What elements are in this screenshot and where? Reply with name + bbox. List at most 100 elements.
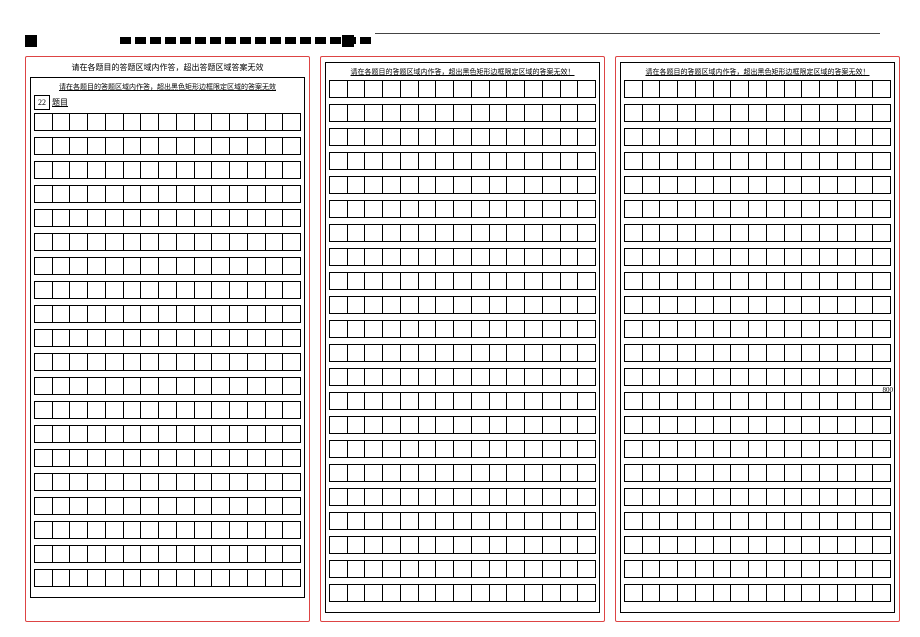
grid-cell[interactable] bbox=[141, 258, 159, 274]
grid-cell[interactable] bbox=[525, 153, 543, 169]
grid-cell[interactable] bbox=[767, 153, 785, 169]
grid-cell[interactable] bbox=[838, 201, 856, 217]
grid-cell[interactable] bbox=[266, 114, 284, 130]
grid-cell[interactable] bbox=[543, 537, 561, 553]
grid-cell[interactable] bbox=[330, 105, 348, 121]
grid-cell[interactable] bbox=[436, 465, 454, 481]
grid-cell[interactable] bbox=[714, 321, 732, 337]
grid-cell[interactable] bbox=[383, 297, 401, 313]
grid-cell[interactable] bbox=[141, 114, 159, 130]
grid-cell[interactable] bbox=[785, 177, 803, 193]
grid-cell[interactable] bbox=[283, 162, 300, 178]
grid-cell[interactable] bbox=[490, 177, 508, 193]
grid-cell[interactable] bbox=[88, 378, 106, 394]
grid-cell[interactable] bbox=[625, 201, 643, 217]
grid-cell[interactable] bbox=[625, 441, 643, 457]
grid-cell[interactable] bbox=[106, 186, 124, 202]
grid-cell[interactable] bbox=[159, 522, 177, 538]
grid-cell[interactable] bbox=[802, 273, 820, 289]
grid-cell[interactable] bbox=[330, 537, 348, 553]
grid-cell[interactable] bbox=[401, 321, 419, 337]
grid-cell[interactable] bbox=[53, 258, 71, 274]
grid-cell[interactable] bbox=[248, 138, 266, 154]
grid-cell[interactable] bbox=[643, 177, 661, 193]
grid-cell[interactable] bbox=[660, 105, 678, 121]
grid-cell[interactable] bbox=[266, 162, 284, 178]
grid-cell[interactable] bbox=[124, 186, 142, 202]
grid-cell[interactable] bbox=[643, 201, 661, 217]
grid-cell[interactable] bbox=[873, 585, 890, 601]
grid-cell[interactable] bbox=[678, 177, 696, 193]
grid-cell[interactable] bbox=[124, 210, 142, 226]
grid-cell[interactable] bbox=[625, 81, 643, 97]
grid-cell[interactable] bbox=[35, 354, 53, 370]
grid-cell[interactable] bbox=[266, 234, 284, 250]
grid-cell[interactable] bbox=[266, 378, 284, 394]
grid-cell[interactable] bbox=[401, 345, 419, 361]
grid-cell[interactable] bbox=[507, 465, 525, 481]
grid-cell[interactable] bbox=[578, 129, 595, 145]
grid-cell[interactable] bbox=[212, 162, 230, 178]
grid-cell[interactable] bbox=[248, 402, 266, 418]
grid-cell[interactable] bbox=[106, 162, 124, 178]
grid-cell[interactable] bbox=[106, 498, 124, 514]
grid-cell[interactable] bbox=[383, 321, 401, 337]
grid-cell[interactable] bbox=[53, 282, 71, 298]
grid-cell[interactable] bbox=[177, 522, 195, 538]
grid-cell[interactable] bbox=[159, 402, 177, 418]
grid-cell[interactable] bbox=[454, 153, 472, 169]
grid-cell[interactable] bbox=[159, 474, 177, 490]
grid-cell[interactable] bbox=[472, 345, 490, 361]
grid-cell[interactable] bbox=[419, 225, 437, 241]
grid-cell[interactable] bbox=[767, 489, 785, 505]
grid-cell[interactable] bbox=[248, 282, 266, 298]
grid-cell[interactable] bbox=[383, 129, 401, 145]
grid-cell[interactable] bbox=[731, 561, 749, 577]
grid-cell[interactable] bbox=[401, 537, 419, 553]
grid-cell[interactable] bbox=[767, 177, 785, 193]
grid-cell[interactable] bbox=[266, 258, 284, 274]
grid-cell[interactable] bbox=[212, 138, 230, 154]
grid-cell[interactable] bbox=[873, 465, 890, 481]
grid-cell[interactable] bbox=[802, 561, 820, 577]
grid-cell[interactable] bbox=[195, 426, 213, 442]
grid-cell[interactable] bbox=[472, 513, 490, 529]
grid-cell[interactable] bbox=[714, 105, 732, 121]
grid-cell[interactable] bbox=[543, 585, 561, 601]
grid-cell[interactable] bbox=[248, 114, 266, 130]
grid-cell[interactable] bbox=[820, 249, 838, 265]
grid-cell[interactable] bbox=[365, 369, 383, 385]
grid-cell[interactable] bbox=[348, 345, 366, 361]
grid-cell[interactable] bbox=[696, 273, 714, 289]
grid-cell[interactable] bbox=[678, 345, 696, 361]
grid-cell[interactable] bbox=[731, 201, 749, 217]
grid-cell[interactable] bbox=[660, 537, 678, 553]
grid-cell[interactable] bbox=[785, 561, 803, 577]
grid-cell[interactable] bbox=[507, 585, 525, 601]
grid-cell[interactable] bbox=[383, 225, 401, 241]
grid-cell[interactable] bbox=[383, 417, 401, 433]
grid-cell[interactable] bbox=[820, 441, 838, 457]
grid-cell[interactable] bbox=[543, 201, 561, 217]
grid-cell[interactable] bbox=[472, 321, 490, 337]
grid-cell[interactable] bbox=[159, 450, 177, 466]
grid-cell[interactable] bbox=[749, 369, 767, 385]
grid-cell[interactable] bbox=[454, 393, 472, 409]
grid-cell[interactable] bbox=[454, 513, 472, 529]
grid-cell[interactable] bbox=[525, 201, 543, 217]
grid-cell[interactable] bbox=[419, 585, 437, 601]
grid-cell[interactable] bbox=[490, 537, 508, 553]
grid-cell[interactable] bbox=[625, 249, 643, 265]
grid-cell[interactable] bbox=[678, 441, 696, 457]
grid-cell[interactable] bbox=[625, 105, 643, 121]
grid-cell[interactable] bbox=[472, 105, 490, 121]
grid-cell[interactable] bbox=[195, 378, 213, 394]
grid-cell[interactable] bbox=[749, 177, 767, 193]
grid-cell[interactable] bbox=[35, 282, 53, 298]
grid-cell[interactable] bbox=[383, 393, 401, 409]
grid-cell[interactable] bbox=[70, 234, 88, 250]
grid-cell[interactable] bbox=[124, 546, 142, 562]
grid-cell[interactable] bbox=[660, 249, 678, 265]
grid-cell[interactable] bbox=[401, 153, 419, 169]
grid-cell[interactable] bbox=[543, 297, 561, 313]
